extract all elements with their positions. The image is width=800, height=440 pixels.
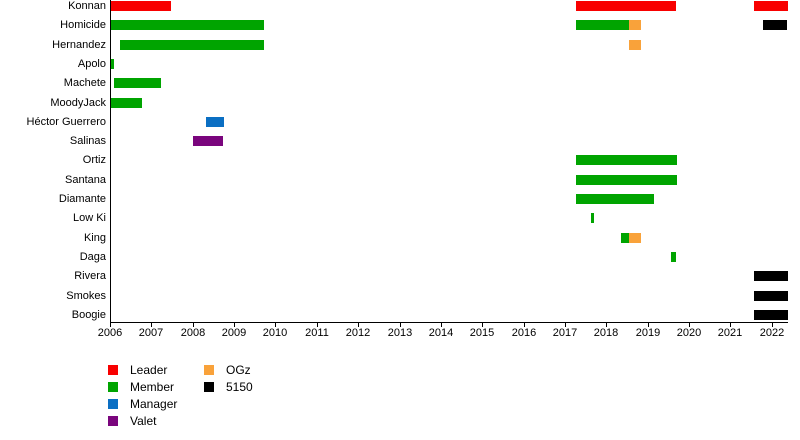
- axis-year-label-2009: 2009: [221, 327, 247, 339]
- row-label-daga: Daga: [79, 251, 106, 263]
- bar-low-ki-member: [591, 213, 594, 223]
- bar-rivera-5150: [754, 271, 788, 281]
- legend-swatch-ogz: [204, 365, 214, 375]
- axis-year-label-2012: 2012: [345, 327, 371, 339]
- axis-tick-2011: [317, 323, 318, 327]
- row-label-homicide: Homicide: [60, 19, 106, 31]
- axis-year-label-2015: 2015: [469, 327, 495, 339]
- axis-tick-2008: [193, 323, 194, 327]
- legend-swatch-5150: [204, 382, 214, 392]
- axis-tick-2009: [234, 323, 235, 327]
- row-label-machete: Machete: [63, 77, 106, 89]
- axis-tick-2010: [275, 323, 276, 327]
- bar-homicide-5150: [763, 20, 787, 30]
- axis-tick-2007: [151, 323, 152, 327]
- axis-tick-2021: [730, 323, 731, 327]
- axis-tick-2013: [400, 323, 401, 327]
- bar-ortiz-member: [576, 155, 677, 165]
- bar-king-member: [621, 233, 629, 243]
- axis-tick-2014: [441, 323, 442, 327]
- legend-swatch-valet: [108, 416, 118, 426]
- axis-year-label-2010: 2010: [262, 327, 288, 339]
- row-label-low-ki: Low Ki: [72, 212, 106, 224]
- row-label-rivera: Rivera: [74, 270, 106, 282]
- bar-homicide-ogz: [629, 20, 641, 30]
- row-label-smokes: Smokes: [66, 290, 106, 302]
- bar-boogie-5150: [754, 310, 788, 320]
- axis-year-label-2016: 2016: [511, 327, 537, 339]
- bar-salinas-valet: [193, 136, 223, 146]
- row-label-diamante: Diamante: [58, 193, 106, 205]
- axis-year-label-2007: 2007: [138, 327, 164, 339]
- axis-year-label-2013: 2013: [387, 327, 413, 339]
- bar-homicide-member: [576, 20, 629, 30]
- axis-year-label-2011: 2011: [305, 327, 329, 339]
- axis-year-label-2014: 2014: [428, 327, 454, 339]
- row-label-hector-guerrero: Héctor Guerrero: [26, 116, 106, 128]
- bar-santana-member: [576, 175, 677, 185]
- bar-daga-member: [671, 252, 676, 262]
- axis-tick-2015: [482, 323, 483, 327]
- legend-label-5150: 5150: [226, 380, 253, 394]
- axis-tick-2020: [689, 323, 690, 327]
- axis-tick-2006: [110, 323, 111, 327]
- bar-apolo-member: [111, 59, 114, 69]
- bar-hernandez-ogz: [629, 40, 641, 50]
- bar-hector-guerrero-manager: [206, 117, 224, 127]
- axis-tick-2012: [358, 323, 359, 327]
- axis-year-label-2022: 2022: [759, 327, 785, 339]
- bar-konnan-leader: [576, 1, 676, 11]
- axis-tick-2018: [606, 323, 607, 327]
- axis-year-label-2019: 2019: [635, 327, 661, 339]
- legend-label-member: Member: [130, 380, 175, 394]
- bar-moodyjack-member: [111, 98, 142, 108]
- row-label-konnan: Konnan: [68, 0, 106, 12]
- bar-konnan-leader: [111, 1, 171, 11]
- bar-machete-member: [114, 78, 161, 88]
- row-label-king: King: [83, 232, 106, 244]
- row-label-hernandez: Hernandez: [52, 39, 106, 51]
- axis-year-label-2018: 2018: [593, 327, 619, 339]
- legend-swatch-member: [108, 382, 118, 392]
- bar-homicide-member: [111, 20, 264, 30]
- axis-tick-2019: [648, 323, 649, 327]
- axis-year-label-2008: 2008: [180, 327, 206, 339]
- legend-label-leader: Leader: [130, 363, 168, 377]
- y-axis-line: [110, 0, 111, 322]
- row-label-boogie: Boogie: [71, 309, 106, 321]
- axis-tick-2016: [524, 323, 525, 327]
- legend-label-ogz: OGz: [226, 363, 251, 377]
- legend-label-manager: Manager: [130, 397, 178, 411]
- row-label-salinas: Salinas: [69, 135, 106, 147]
- bar-konnan-leader: [754, 1, 788, 11]
- bar-hernandez-member: [120, 40, 264, 50]
- row-label-apolo: Apolo: [77, 58, 106, 70]
- row-label-ortiz: Ortiz: [82, 154, 106, 166]
- axis-tick-2022: [772, 323, 773, 327]
- row-label-moodyjack: MoodyJack: [50, 97, 106, 109]
- axis-year-label-2020: 2020: [676, 327, 702, 339]
- legend-swatch-manager: [108, 399, 118, 409]
- legend-swatch-leader: [108, 365, 118, 375]
- bar-smokes-5150: [754, 291, 788, 301]
- axis-year-label-2006: 2006: [97, 327, 123, 339]
- bar-king-ogz: [629, 233, 641, 243]
- axis-tick-2017: [565, 323, 566, 327]
- axis-year-label-2017: 2017: [552, 327, 578, 339]
- legend-label-valet: Valet: [130, 414, 157, 428]
- x-axis-line: [110, 322, 788, 323]
- bar-diamante-member: [576, 194, 654, 204]
- row-label-santana: Santana: [65, 174, 106, 186]
- axis-year-label-2021: 2021: [717, 327, 743, 339]
